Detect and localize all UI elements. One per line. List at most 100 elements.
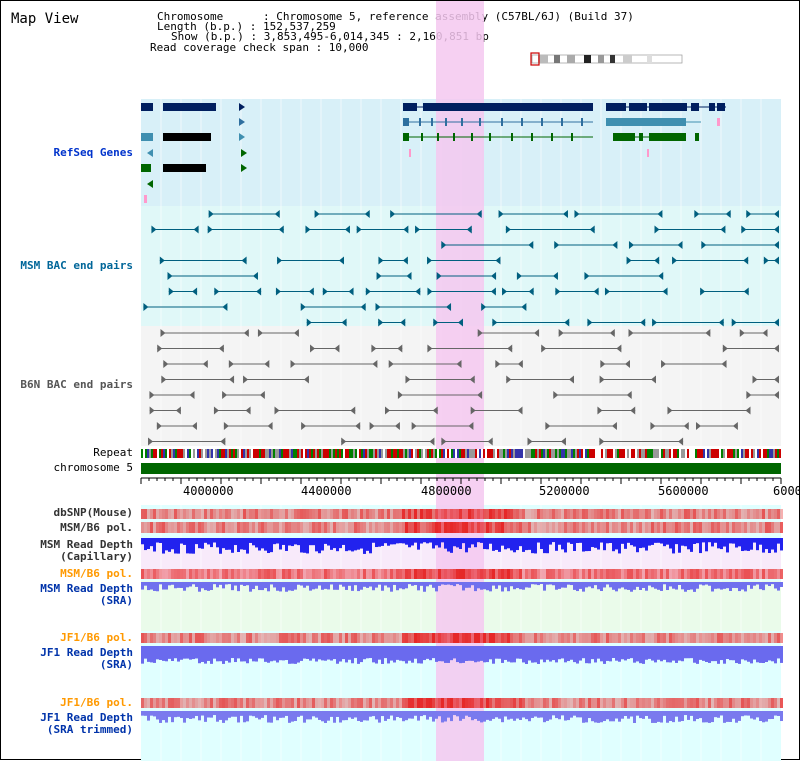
read-depth-bar	[465, 646, 468, 661]
track-label-b6n-bac[interactable]: B6N BAC end pairs	[20, 378, 133, 391]
track-label-repeat[interactable]: Repeat	[93, 446, 133, 459]
bac-end-marker	[415, 225, 421, 234]
polymorphism-cell	[624, 569, 627, 579]
polymorphism-cell	[366, 698, 369, 708]
read-depth-bar	[366, 646, 369, 659]
polymorphism-cell	[441, 633, 444, 643]
polymorphism-cell	[636, 633, 639, 643]
polymorphism-cell	[771, 633, 774, 643]
polymorphism-cell	[606, 633, 609, 643]
polymorphism-cell	[603, 633, 606, 643]
repeat-segment	[653, 449, 655, 458]
read-depth-bar	[732, 582, 735, 588]
refseq-features[interactable]	[141, 103, 726, 203]
polymorphism-cell	[720, 633, 723, 643]
read-depth-bar	[297, 538, 300, 546]
polymorphism-cell	[738, 698, 741, 708]
track-label-msm-depth-sra[interactable]: MSM Read Depth	[40, 582, 133, 595]
read-depth-bar	[597, 711, 600, 723]
polymorphism-cell	[564, 698, 567, 708]
read-depth-bar	[162, 711, 165, 721]
read-depth-bar	[516, 582, 519, 589]
bac-end-marker	[256, 287, 262, 296]
track-label-msm-b6-pol-sra[interactable]: MSM/B6 pol.	[60, 567, 133, 580]
read-depth-bar	[282, 646, 285, 661]
polymorphism-cell	[642, 522, 645, 533]
gene-exon	[717, 118, 720, 126]
track-label-msm-depth-capillary[interactable]: MSM Read Depth	[40, 538, 133, 551]
polymorphism-cell	[333, 569, 336, 579]
polymorphism-cell	[678, 698, 681, 708]
read-depth-bar	[405, 582, 408, 589]
polymorphism-cell	[381, 509, 384, 519]
repeat-segment	[415, 449, 417, 458]
heatmap-tracks[interactable]	[141, 509, 783, 723]
read-depth-bar	[216, 711, 219, 722]
polymorphism-cell	[735, 633, 738, 643]
polymorphism-cell	[201, 698, 204, 708]
track-label-msm-b6-pol[interactable]: MSM/B6 pol.	[60, 521, 133, 534]
repeat-segment	[325, 449, 327, 458]
axis-tick-label: 6000000	[773, 484, 800, 498]
gene-arrow	[239, 133, 245, 141]
read-depth-bar	[747, 646, 750, 662]
polymorphism-cell	[759, 698, 762, 708]
polymorphism-cell	[228, 698, 231, 708]
b6n-bac-features[interactable]	[148, 329, 779, 446]
chromosome-bar[interactable]	[141, 463, 781, 474]
polymorphism-cell	[399, 509, 402, 519]
repeat-segment	[667, 449, 669, 458]
read-depth-bar	[234, 646, 237, 663]
read-depth-bar	[543, 646, 546, 663]
polymorphism-cell	[558, 569, 561, 579]
polymorphism-cell	[567, 509, 570, 519]
track-label-jf1-depth-trimmed[interactable]: JF1 Read Depth	[40, 711, 133, 724]
bac-end-marker	[558, 329, 564, 337]
read-depth-bar	[234, 538, 237, 546]
polymorphism-cell	[645, 698, 648, 708]
polymorphism-cell	[771, 698, 774, 708]
read-depth-bar	[741, 538, 744, 552]
polymorphism-cell	[444, 698, 447, 708]
repeat-segment	[715, 449, 717, 458]
chromosome-ideogram[interactable]	[530, 52, 683, 66]
polymorphism-cell	[624, 509, 627, 519]
track-label-msm-bac[interactable]: MSM BAC end pairs	[20, 259, 133, 272]
read-depth-bar	[402, 646, 405, 662]
repeat-track[interactable]	[141, 449, 781, 458]
repeat-segment	[641, 449, 643, 458]
track-label-jf1-depth-sra[interactable]: JF1 Read Depth	[40, 646, 133, 659]
polymorphism-cell	[255, 633, 258, 643]
read-depth-bar	[423, 538, 426, 543]
polymorphism-cell	[672, 569, 675, 579]
polymorphism-cell	[156, 633, 159, 643]
gene-exon	[144, 195, 147, 203]
read-depth-bar	[327, 538, 330, 546]
polymorphism-cell	[267, 633, 270, 643]
polymorphism-cell	[300, 633, 303, 643]
polymorphism-cell	[693, 522, 696, 533]
gene-exon	[445, 118, 447, 126]
msm-bac-features[interactable]	[143, 210, 779, 327]
track-label-dbsnp[interactable]: dbSNP(Mouse)	[53, 506, 133, 519]
polymorphism-cell	[186, 522, 189, 533]
track-label-refseq[interactable]: RefSeq Genes	[53, 146, 133, 159]
track-label-chromosome[interactable]: chromosome 5	[53, 461, 133, 474]
track-label-jf1-b6-pol[interactable]: JF1/B6 pol.	[60, 631, 133, 644]
polymorphism-cell	[285, 569, 288, 579]
read-depth-bar	[753, 711, 756, 720]
polymorphism-cell	[171, 569, 174, 579]
polymorphism-cell	[282, 633, 285, 643]
bac-end-marker	[701, 241, 707, 249]
polymorphism-cell	[777, 522, 780, 533]
polymorphism-cell	[729, 569, 732, 579]
bac-end-marker	[159, 256, 165, 265]
read-depth-bar	[501, 582, 504, 592]
polymorphism-cell	[342, 522, 345, 533]
polymorphism-cell	[141, 698, 144, 708]
read-depth-bar	[423, 582, 426, 592]
bac-end-marker	[223, 422, 229, 430]
track-label-jf1-b6-pol-trimmed[interactable]: JF1/B6 pol.	[60, 696, 133, 709]
read-depth-bar	[513, 538, 516, 553]
